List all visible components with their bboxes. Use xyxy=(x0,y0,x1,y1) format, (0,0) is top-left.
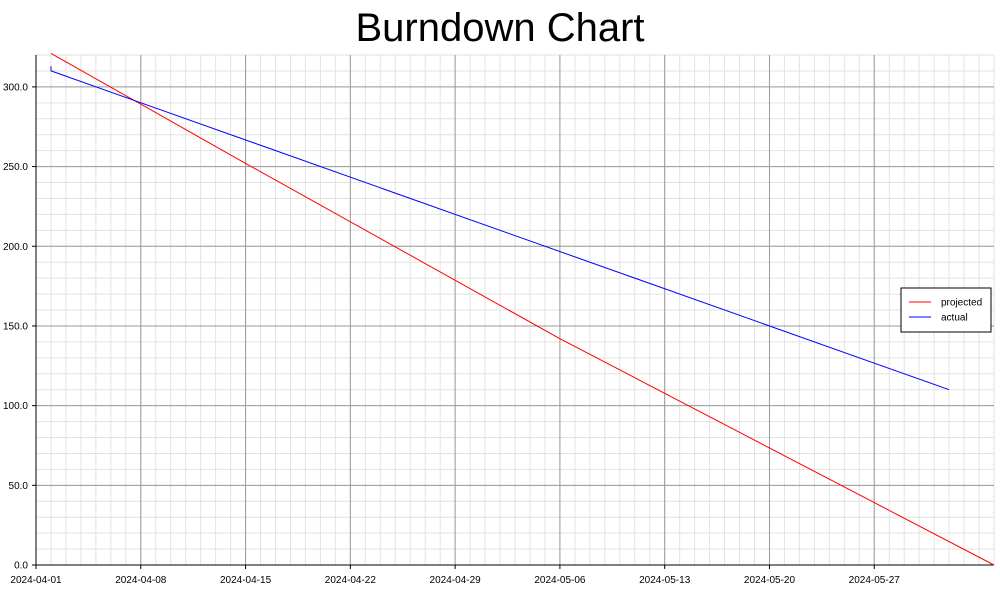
y-tick-label: 150.0 xyxy=(3,321,28,332)
x-tick-label: 2024-04-29 xyxy=(430,575,482,586)
chart-title: Burndown Chart xyxy=(355,6,644,50)
x-tick-label: 2024-04-01 xyxy=(10,575,62,586)
legend-box xyxy=(900,287,992,333)
legend-label-projected: projected xyxy=(941,298,982,309)
x-tick-label: 2024-04-15 xyxy=(220,575,272,586)
y-tick-label: 50.0 xyxy=(9,481,29,492)
x-tick-label: 2024-05-06 xyxy=(534,575,586,586)
x-tick-label: 2024-05-27 xyxy=(849,575,901,586)
y-tick-label: 250.0 xyxy=(3,162,28,173)
x-tick-label: 2024-04-08 xyxy=(115,575,167,586)
x-tick-label: 2024-04-22 xyxy=(325,575,377,586)
series-lines xyxy=(50,52,995,566)
series-line-actual xyxy=(50,66,950,391)
y-tick-label: 100.0 xyxy=(3,401,28,412)
y-tick-label: 200.0 xyxy=(3,242,28,253)
legend: projected actual xyxy=(900,287,992,333)
series-line-projected xyxy=(50,52,995,566)
axes: 2024-04-01 2024-04-08 2024-04-15 2024-04-22… xyxy=(3,55,994,586)
y-tick-label: 0.0 xyxy=(14,561,28,572)
y-tick-label: 300.0 xyxy=(3,82,28,93)
x-tick-label: 2024-05-20 xyxy=(744,575,796,586)
legend-label-actual: actual xyxy=(941,313,968,324)
x-tick-label: 2024-05-13 xyxy=(639,575,691,586)
